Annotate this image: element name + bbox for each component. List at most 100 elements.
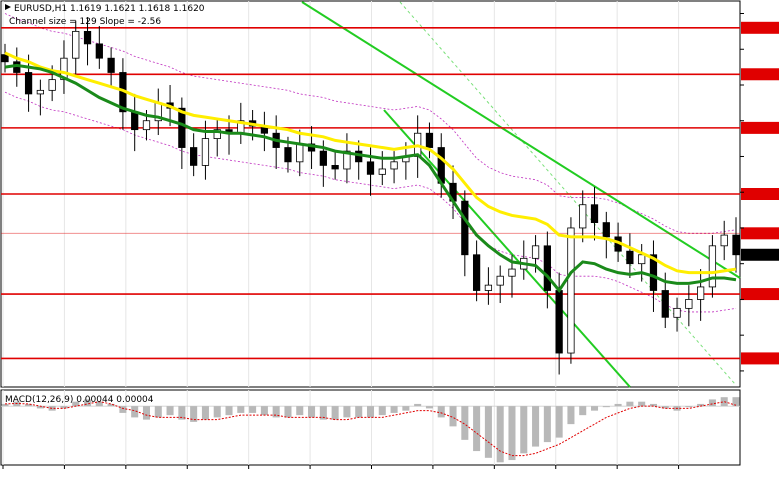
- macd-histogram-bar: [249, 406, 257, 413]
- candle-body: [201, 138, 210, 166]
- macd-histogram-bar: [366, 406, 375, 418]
- macd-histogram-bar: [390, 406, 398, 413]
- macd-histogram-bar: [107, 403, 115, 407]
- macd-histogram-bar: [308, 406, 316, 418]
- candle-body: [83, 30, 92, 45]
- macd-histogram-bar: [532, 406, 540, 447]
- level-price-tag: [741, 227, 779, 240]
- macd-histogram-bar: [201, 406, 209, 420]
- macd-histogram-bar: [378, 406, 386, 416]
- candle-body: [638, 254, 646, 265]
- sma-green-line: [4, 63, 737, 294]
- candle-body: [190, 147, 198, 166]
- macd-histogram-bar: [732, 397, 740, 407]
- level-price-tag: [741, 121, 779, 134]
- candle-body: [107, 57, 115, 73]
- candle-body: [390, 161, 398, 170]
- candle-body: [213, 129, 221, 140]
- price-axis[interactable]: [740, 13, 779, 372]
- candle-body: [579, 204, 587, 229]
- macd-histogram-bar: [402, 406, 410, 411]
- macd-histogram-bar: [95, 401, 103, 407]
- macd-histogram-bar: [461, 406, 469, 440]
- macd-histogram-bar: [48, 406, 56, 411]
- macd-histogram-bar: [590, 406, 599, 411]
- macd-histogram-bar: [555, 406, 563, 438]
- macd-histogram-bar: [626, 401, 634, 407]
- candle-body: [567, 227, 575, 354]
- candle-body: [296, 143, 304, 163]
- candle-body: [555, 290, 563, 354]
- macd-histogram-bar: [1, 403, 9, 407]
- candle-body: [531, 245, 540, 259]
- time-axis[interactable]: [2, 465, 680, 469]
- candle-body: [649, 254, 658, 291]
- candle-body: [366, 161, 375, 175]
- candles-layer: [1, 17, 740, 375]
- macd-histogram-bar: [661, 406, 669, 409]
- candle-body: [673, 307, 681, 318]
- candle-body: [131, 111, 139, 131]
- candle-body: [661, 290, 669, 318]
- candle-body: [697, 286, 705, 300]
- macd-histogram-bar: [543, 406, 551, 443]
- level-lines-layer: [1, 21, 779, 365]
- macd-histogram-bar: [60, 406, 68, 409]
- macd-histogram-bar: [508, 406, 516, 461]
- candle-body: [95, 43, 103, 59]
- current-price-tag: [741, 248, 779, 261]
- candle-body: [508, 268, 516, 277]
- macd-histogram-bar: [720, 397, 728, 407]
- candle-body: [331, 165, 339, 170]
- level-price-tag: [741, 21, 779, 34]
- macd-histogram-bar: [520, 406, 528, 454]
- macd-histogram-bar: [178, 406, 186, 420]
- channel-middle-line: [399, 1, 736, 385]
- candle-body: [484, 284, 493, 291]
- candle-body: [496, 275, 504, 286]
- macd-histogram-bar: [649, 403, 657, 407]
- macd-histogram-bar: [154, 406, 162, 418]
- macd-histogram-bar: [213, 406, 221, 418]
- candle-body: [425, 132, 434, 148]
- channel-lower-line: [383, 109, 631, 388]
- macd-histogram-bar: [473, 406, 481, 452]
- macd-histogram-bar: [355, 406, 363, 418]
- macd-histogram-bar: [414, 403, 422, 407]
- macd-histogram-bar: [697, 403, 705, 407]
- level-price-tag: [741, 68, 779, 81]
- level-price-tag: [741, 188, 779, 200]
- level-price-tag: [741, 288, 779, 301]
- candle-body: [602, 222, 610, 238]
- macd-histogram-bar: [190, 406, 198, 422]
- macd-histogram-bar: [237, 406, 245, 413]
- macd-histogram-bar: [579, 406, 587, 416]
- macd-histogram-bar: [614, 403, 622, 407]
- candle-body: [284, 147, 292, 163]
- sma-yellow-line: [4, 51, 737, 275]
- candle-body: [60, 57, 68, 81]
- macd-histogram-bar: [496, 406, 504, 463]
- macd-layer: [1, 397, 740, 463]
- macd-histogram-bar: [25, 403, 33, 407]
- macd-histogram-bar: [84, 399, 92, 407]
- macd-histogram-bar: [119, 406, 127, 413]
- candle-body: [72, 30, 80, 59]
- macd-histogram-bar: [166, 406, 174, 416]
- macd-histogram-bar: [437, 406, 445, 418]
- macd-signal-line: [4, 401, 737, 457]
- macd-histogram-bar: [36, 406, 44, 409]
- trend-channel-layer: [301, 1, 741, 388]
- candle-body: [685, 299, 693, 309]
- macd-histogram-bar: [343, 406, 351, 418]
- macd-histogram-bar: [602, 406, 610, 408]
- envelope-upper-line: [4, 13, 737, 234]
- candle-body: [590, 204, 599, 223]
- candle-body: [472, 254, 481, 291]
- level-price-tag: [741, 352, 779, 365]
- candle-body: [543, 245, 551, 291]
- candle-body: [343, 150, 351, 170]
